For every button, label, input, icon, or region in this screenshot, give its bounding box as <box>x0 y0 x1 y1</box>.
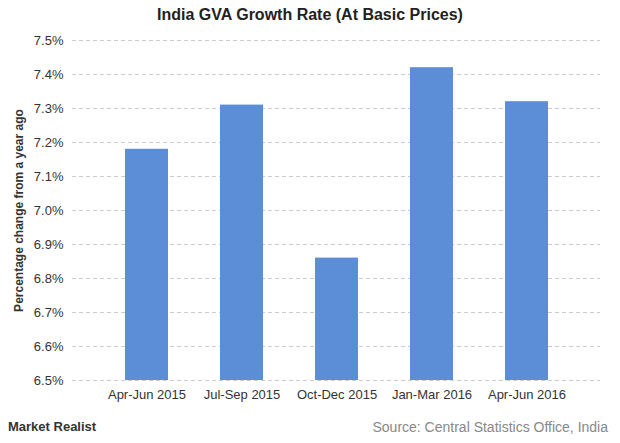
html-text:India GVA Growth Rate (At Basi: India GVA Growth Rate (At Basic Prices) <box>157 6 463 23</box>
svg-text:Jul-Sep 2015: Jul-Sep 2015 <box>204 387 281 402</box>
html-text:Market Realist: Market Realist <box>8 419 97 434</box>
svg-text:6.6%: 6.6% <box>34 339 64 354</box>
svg-text:Percentage change from a year: Percentage change from a year ago <box>12 109 26 312</box>
svg-text:7.0%: 7.0% <box>34 203 64 218</box>
svg-text:6.5%: 6.5% <box>34 373 64 388</box>
svg-text:6.8%: 6.8% <box>34 271 64 286</box>
svg-text:Jan-Mar 2016: Jan-Mar 2016 <box>392 387 472 402</box>
svg-text:Apr-Jun 2016: Apr-Jun 2016 <box>488 387 566 402</box>
svg-text:6.7%: 6.7% <box>34 305 64 320</box>
html-text:Source: Central Statistics Off: Source: Central Statistics Office, India <box>372 418 608 435</box>
svg-text:7.4%: 7.4% <box>34 67 64 82</box>
svg-text:6.9%: 6.9% <box>34 237 64 252</box>
svg-text:7.2%: 7.2% <box>34 135 64 150</box>
svg-text:Apr-Jun 2015: Apr-Jun 2015 <box>108 387 186 402</box>
svg-text:Oct-Dec 2015: Oct-Dec 2015 <box>297 387 377 402</box>
svg-text:7.3%: 7.3% <box>34 101 64 116</box>
svg-text:7.5%: 7.5% <box>34 33 64 48</box>
svg-text:7.1%: 7.1% <box>34 169 64 184</box>
